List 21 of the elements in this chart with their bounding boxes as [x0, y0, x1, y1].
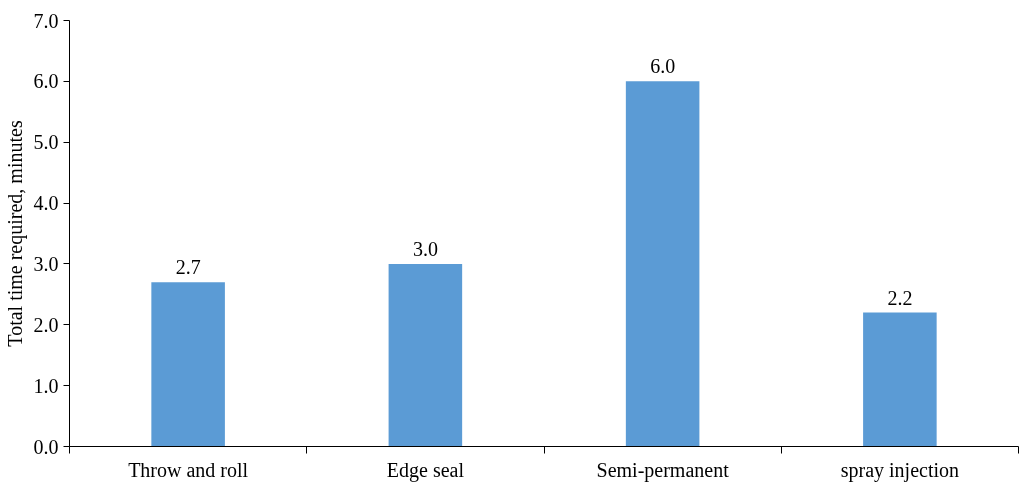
y-tick-label: 6.0 — [33, 70, 59, 93]
x-tick-label: Semi-permanent — [596, 458, 730, 482]
y-tick-label: 0.0 — [33, 435, 59, 458]
data-label: 3.0 — [412, 237, 438, 260]
bar — [388, 263, 463, 447]
y-tick-label: 5.0 — [33, 131, 59, 154]
y-tick-label: 4.0 — [33, 192, 59, 215]
x-tick-label: Edge seal — [386, 458, 465, 482]
y-tick-label: 1.0 — [33, 374, 59, 397]
data-label: 2.2 — [887, 286, 913, 309]
y-tick-label: 2.0 — [33, 313, 59, 336]
data-label: 2.7 — [175, 256, 201, 279]
bar — [151, 282, 225, 447]
y-axis-title: Total time required, minutes — [3, 120, 27, 347]
bar — [625, 81, 700, 447]
x-tick-label: spray injection — [840, 458, 960, 482]
bar — [863, 312, 937, 447]
x-tick-label: Throw and roll — [128, 458, 249, 481]
data-label: 6.0 — [650, 55, 676, 78]
y-tick-label: 7.0 — [33, 9, 59, 32]
y-tick-label: 3.0 — [33, 252, 59, 275]
